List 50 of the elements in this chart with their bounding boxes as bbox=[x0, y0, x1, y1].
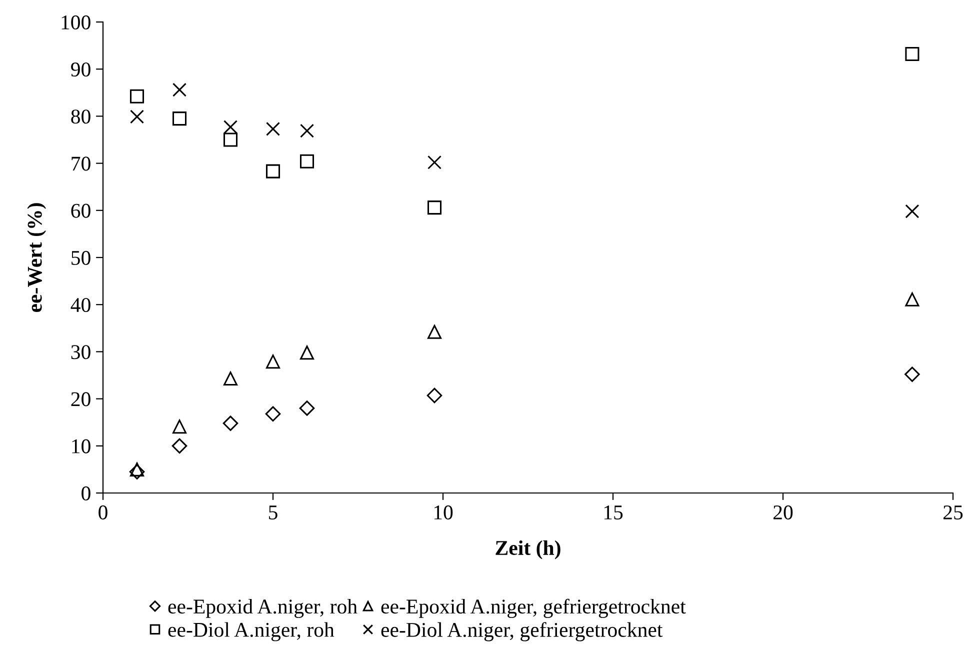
point bbox=[265, 406, 281, 422]
legend-label: ee-Diol A.niger, gefriergetrocknet bbox=[381, 622, 663, 642]
point bbox=[223, 120, 238, 134]
point bbox=[905, 292, 920, 306]
y-tick-label: 90 bbox=[71, 62, 90, 77]
point bbox=[172, 420, 187, 434]
point bbox=[172, 438, 188, 454]
y-tick-label: 80 bbox=[71, 110, 90, 124]
point bbox=[905, 47, 920, 62]
x-tick-label: 20 bbox=[774, 505, 793, 520]
point bbox=[300, 346, 314, 360]
x-tick-label: 15 bbox=[604, 506, 623, 520]
point bbox=[427, 200, 442, 215]
point bbox=[426, 388, 442, 404]
x-axis-title: Zeit (h) bbox=[496, 540, 560, 560]
y-tick-label: 40 bbox=[70, 298, 90, 312]
point bbox=[130, 89, 144, 104]
y-tick-label: 30 bbox=[71, 345, 90, 360]
y-tick-label: 20 bbox=[71, 392, 90, 406]
point bbox=[266, 164, 280, 178]
legend-label: ee-Epoxid A.niger, roh bbox=[168, 598, 358, 618]
x-tick-label: 0 bbox=[98, 505, 108, 520]
x-tick-label: 5 bbox=[269, 506, 278, 520]
point bbox=[300, 124, 314, 138]
x-tick-label: 25 bbox=[944, 505, 963, 520]
point bbox=[130, 110, 144, 124]
point bbox=[129, 464, 145, 480]
y-tick-label: 50 bbox=[72, 250, 90, 265]
y-tick-label: 100 bbox=[62, 15, 90, 30]
point bbox=[223, 132, 238, 147]
point bbox=[300, 154, 314, 168]
y-tick-label: 70 bbox=[72, 156, 90, 171]
point bbox=[427, 155, 442, 170]
x-tick-label: 10 bbox=[434, 505, 453, 520]
legend-label: ee-Diol A.niger, roh bbox=[168, 622, 334, 642]
y-tick-label: 0 bbox=[82, 486, 90, 500]
y-tick-label: 10 bbox=[72, 439, 90, 454]
point bbox=[223, 372, 238, 386]
y-tick-label: 60 bbox=[71, 204, 90, 218]
point bbox=[222, 416, 238, 431]
point bbox=[266, 122, 280, 136]
point bbox=[172, 112, 187, 126]
point bbox=[905, 204, 920, 218]
point bbox=[266, 354, 280, 369]
point bbox=[427, 324, 442, 339]
point bbox=[172, 82, 187, 97]
y-axis-title: ee-Wert (%) bbox=[27, 203, 46, 312]
point bbox=[299, 400, 315, 416]
point bbox=[904, 366, 920, 382]
legend-label: ee-Epoxid A.niger, gefriergetrocknet bbox=[381, 598, 686, 618]
